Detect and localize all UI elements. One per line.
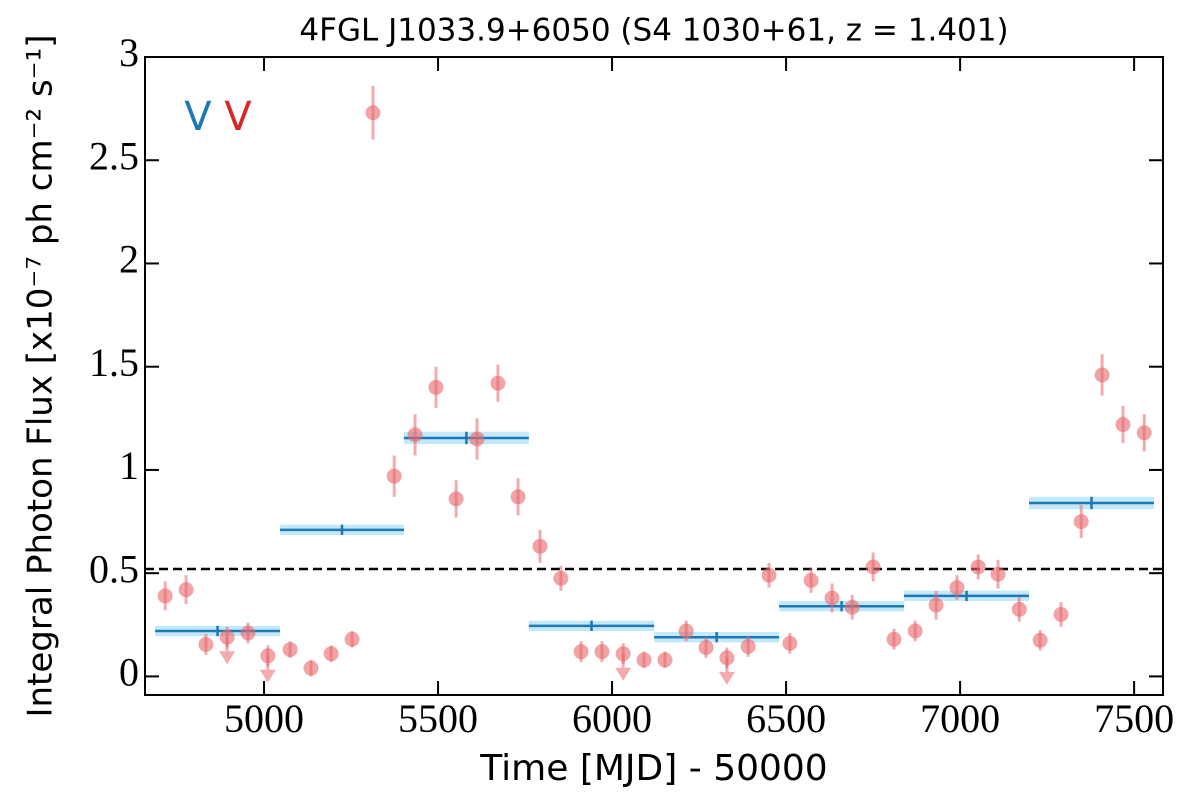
- x-tick-label: 6500: [746, 696, 826, 741]
- flux-point: [636, 652, 652, 668]
- flux-point: [1094, 367, 1110, 383]
- x-tick-label: 6000: [572, 696, 652, 741]
- y-tick-label: 2: [119, 237, 139, 282]
- flux-point: [740, 638, 756, 654]
- flux-point: [678, 623, 694, 639]
- flux-point: [303, 660, 319, 676]
- flux-point: [970, 559, 986, 575]
- flux-point: [928, 597, 944, 613]
- plot-frame: [144, 56, 1164, 696]
- x-tick-label: 5000: [224, 696, 304, 741]
- flux-point: [1073, 514, 1089, 530]
- flux-point: [886, 631, 902, 647]
- x-tick-label: 7000: [920, 696, 1000, 741]
- flux-point: [490, 375, 506, 391]
- flux-point: [365, 105, 381, 121]
- flux-point: [282, 642, 298, 658]
- flux-point: [448, 491, 464, 507]
- y-tick-label: 3: [119, 30, 139, 75]
- flux-point: [907, 623, 923, 639]
- flux-point: [803, 572, 819, 588]
- x-tick-label: 5500: [398, 696, 478, 741]
- flux-point: [553, 570, 569, 586]
- flux-point: [594, 644, 610, 660]
- flux-point: [469, 431, 485, 447]
- flux-point: [865, 559, 881, 575]
- flux-point: [157, 588, 173, 604]
- flux-point: [1032, 632, 1048, 648]
- annotation: V: [184, 94, 212, 140]
- x-axis-label: Time [MJD] - 50000: [479, 748, 827, 789]
- flux-point: [782, 635, 798, 651]
- y-tick-label: 1.5: [89, 340, 139, 385]
- flux-point: [344, 631, 360, 647]
- upper-limit-arrow: [718, 671, 735, 685]
- upper-limit-arrow: [615, 667, 632, 681]
- y-tick-label: 0: [119, 650, 139, 695]
- flux-point: [1011, 601, 1027, 617]
- annotation: V: [224, 94, 252, 140]
- flux-point: [698, 640, 714, 656]
- y-tick-label: 1: [119, 443, 139, 488]
- chart-title: 4FGL J1033.9+6050 (S4 1030+61, z = 1.401…: [299, 13, 1008, 49]
- flux-point: [949, 580, 965, 596]
- flux-point: [532, 538, 548, 554]
- flux-point: [219, 629, 235, 645]
- flux-point: [510, 489, 526, 505]
- flux-point: [990, 566, 1006, 582]
- y-tick-label: 2.5: [89, 133, 139, 178]
- flux-point: [240, 625, 256, 641]
- x-tick-label: 7500: [1094, 696, 1174, 741]
- y-axis-label: Integral Photon Flux [x10⁻⁷ ph cm⁻² s⁻¹]: [21, 34, 61, 717]
- upper-limit-arrow: [219, 651, 236, 665]
- flux-point: [1053, 606, 1069, 622]
- flux-point: [844, 599, 860, 615]
- flux-point: [260, 648, 276, 664]
- flux-point: [719, 650, 735, 666]
- flux-point: [761, 567, 777, 583]
- flux-point: [198, 636, 214, 652]
- flux-point: [1115, 417, 1131, 433]
- flux-point: [407, 427, 423, 443]
- flux-point: [657, 652, 673, 668]
- flux-point: [824, 590, 840, 606]
- flux-point: [178, 582, 194, 598]
- flux-point: [1136, 425, 1152, 441]
- y-tick-label: 0.5: [89, 546, 139, 591]
- flux-point: [428, 379, 444, 395]
- flux-point: [615, 646, 631, 662]
- upper-limit-arrow: [259, 669, 276, 683]
- flux-point: [386, 468, 402, 484]
- flux-point: [573, 644, 589, 660]
- flux-point: [323, 646, 339, 662]
